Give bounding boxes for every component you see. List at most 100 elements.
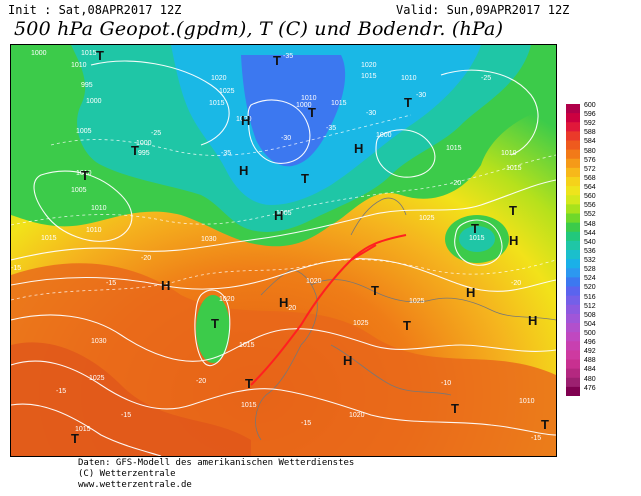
svg-text:T: T	[403, 318, 411, 333]
svg-text:1030: 1030	[91, 338, 107, 345]
svg-text:1010: 1010	[71, 62, 87, 69]
scale-swatch	[566, 140, 580, 151]
scale-value-label: 584	[584, 138, 596, 146]
svg-text:1020: 1020	[306, 278, 322, 285]
svg-text:T: T	[308, 105, 316, 120]
svg-text:T: T	[509, 203, 517, 218]
weather-map: 1000 1015 1010 995 1000 1005 1000 995 10…	[10, 44, 557, 457]
svg-text:1010: 1010	[76, 170, 92, 177]
scale-swatch	[566, 386, 580, 397]
svg-text:995: 995	[81, 82, 93, 89]
init-time-label: Init : Sat,08APR2017 12Z	[8, 3, 182, 17]
svg-text:-20: -20	[141, 255, 151, 262]
svg-text:T: T	[131, 143, 139, 158]
cutoff-low-west	[196, 295, 230, 363]
svg-text:-20: -20	[511, 280, 521, 287]
svg-text:1015: 1015	[241, 402, 257, 409]
svg-text:T: T	[371, 283, 379, 298]
svg-text:1025: 1025	[89, 375, 105, 382]
trough-axis	[250, 234, 407, 386]
svg-text:1030: 1030	[201, 236, 217, 243]
svg-text:-30: -30	[281, 135, 291, 142]
svg-text:1025: 1025	[219, 88, 235, 95]
svg-text:1015: 1015	[81, 50, 97, 57]
map-canvas: 1000 1015 1010 995 1000 1005 1000 995 10…	[11, 45, 556, 456]
svg-text:1010: 1010	[401, 75, 417, 82]
svg-text:T: T	[211, 316, 219, 331]
svg-text:1015: 1015	[506, 165, 522, 172]
svg-text:T: T	[273, 53, 281, 68]
svg-text:1025: 1025	[353, 320, 369, 327]
svg-text:1015: 1015	[469, 235, 485, 242]
scale-value-label: 484	[584, 366, 596, 374]
svg-text:1015: 1015	[446, 145, 462, 152]
footer-credits: Daten: GFS-Modell des amerikanischen Wet…	[78, 458, 354, 491]
scale-swatch	[566, 341, 580, 351]
footer-data-source: Daten: GFS-Modell des amerikanischen Wet…	[78, 458, 355, 468]
svg-text:-15: -15	[106, 280, 116, 287]
svg-text:H: H	[528, 313, 537, 328]
scale-value-label: 500	[584, 330, 596, 337]
scale-value-label: 580	[584, 147, 596, 155]
scale-swatch	[566, 204, 580, 214]
svg-text:1010: 1010	[519, 398, 535, 405]
scale-swatch	[566, 131, 580, 141]
scale-swatch	[566, 149, 580, 160]
scale-swatch	[566, 195, 580, 205]
scale-value-label: 548	[584, 220, 596, 228]
svg-text:T: T	[301, 171, 309, 186]
scale-value-label: 524	[584, 275, 596, 283]
scale-swatch	[566, 231, 580, 242]
svg-text:H: H	[239, 163, 248, 178]
svg-text:1015: 1015	[209, 100, 225, 107]
svg-text:1025: 1025	[409, 298, 425, 305]
scale-value-label: 532	[584, 257, 596, 265]
svg-text:-20: -20	[286, 305, 296, 312]
scale-swatch	[566, 304, 580, 315]
svg-text:-15: -15	[121, 412, 131, 419]
pressure-system-symbols: T T T T H H T T H T H H T H T H T T T H …	[71, 48, 549, 446]
scale-swatch	[566, 113, 580, 123]
svg-text:T: T	[71, 431, 79, 446]
svg-text:T: T	[245, 376, 253, 391]
svg-text:H: H	[343, 353, 352, 368]
svg-text:H: H	[161, 278, 170, 293]
svg-text:1020: 1020	[361, 62, 377, 69]
scale-value-label: 540	[584, 238, 596, 246]
svg-text:1005: 1005	[76, 128, 92, 135]
scale-value-label: 520	[584, 284, 596, 292]
scale-swatch	[566, 277, 580, 287]
scale-value-label: 480	[584, 375, 596, 383]
warm-airmass-south	[11, 342, 251, 456]
color-scale-bar	[566, 104, 596, 397]
scale-swatch	[566, 213, 580, 224]
svg-text:T: T	[81, 168, 89, 183]
svg-text:995: 995	[138, 150, 150, 157]
svg-text:-15: -15	[56, 388, 66, 395]
scale-value-label: 512	[584, 302, 596, 310]
svg-text:1010: 1010	[86, 227, 102, 234]
svg-text:1015: 1015	[41, 235, 57, 242]
scale-value-label: 600	[584, 102, 596, 109]
scale-swatch	[566, 332, 580, 342]
scale-swatch	[566, 259, 580, 269]
svg-text:1015: 1015	[361, 73, 377, 80]
svg-text:-25: -25	[481, 75, 491, 82]
scale-value-label: 556	[584, 202, 596, 210]
svg-text:T: T	[404, 95, 412, 110]
scale-swatch	[566, 313, 580, 324]
scale-swatch	[566, 368, 580, 379]
isotherms	[11, 114, 556, 301]
scale-value-label: 504	[584, 320, 596, 328]
svg-text:1020: 1020	[236, 116, 252, 123]
scale-swatch	[566, 377, 580, 388]
scale-swatch	[566, 359, 580, 370]
scale-swatch	[566, 323, 580, 333]
scale-value-label: 564	[584, 184, 596, 192]
svg-text:1025: 1025	[419, 215, 435, 222]
scale-swatch	[566, 177, 580, 187]
scale-swatch	[566, 167, 580, 178]
scale-value-label: 572	[584, 165, 596, 173]
scale-value-label: 596	[584, 111, 596, 119]
svg-text:-15: -15	[301, 420, 311, 427]
